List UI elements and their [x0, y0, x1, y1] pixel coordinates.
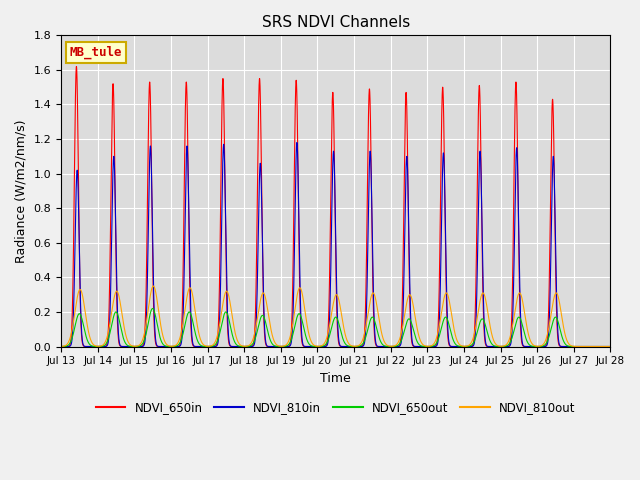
NDVI_650out — [550, 316, 557, 322]
NDVI_810in — [304, 344, 312, 349]
NDVI_650in — [550, 135, 557, 141]
X-axis label: Time: Time — [321, 372, 351, 385]
NDVI_810out — [150, 283, 157, 289]
NDVI_810in — [599, 344, 607, 349]
NDVI_810out — [550, 296, 557, 302]
Text: MB_tule: MB_tule — [69, 46, 122, 59]
NDVI_810in — [534, 344, 542, 349]
NDVI_650in — [605, 344, 613, 349]
Line: NDVI_810in: NDVI_810in — [61, 143, 611, 347]
Line: NDVI_810out: NDVI_810out — [61, 286, 611, 347]
NDVI_810out — [605, 344, 613, 349]
NDVI_650in — [607, 344, 614, 349]
NDVI_650out — [57, 344, 65, 349]
NDVI_650out — [148, 306, 156, 312]
NDVI_650out — [408, 321, 415, 326]
NDVI_650out — [605, 344, 613, 349]
NDVI_810in — [605, 344, 613, 349]
NDVI_810out — [607, 344, 614, 349]
NDVI_810in — [607, 344, 614, 349]
NDVI_650in — [72, 63, 80, 69]
NDVI_650in — [534, 344, 542, 349]
Title: SRS NDVI Channels: SRS NDVI Channels — [262, 15, 410, 30]
NDVI_810in — [550, 158, 557, 164]
Line: NDVI_650out: NDVI_650out — [61, 309, 611, 347]
NDVI_650in — [599, 344, 607, 349]
NDVI_650in — [57, 344, 65, 349]
NDVI_810out — [304, 327, 312, 333]
Line: NDVI_650in: NDVI_650in — [61, 66, 611, 347]
NDVI_810in — [408, 334, 415, 339]
NDVI_810out — [599, 344, 607, 349]
NDVI_650in — [304, 344, 312, 349]
NDVI_810out — [408, 295, 415, 301]
NDVI_650out — [304, 339, 312, 345]
NDVI_810in — [293, 140, 301, 145]
NDVI_810in — [57, 344, 65, 349]
NDVI_650out — [534, 344, 542, 349]
Y-axis label: Radiance (W/m2/nm/s): Radiance (W/m2/nm/s) — [15, 119, 28, 263]
NDVI_810out — [534, 343, 542, 349]
NDVI_650out — [599, 344, 607, 349]
NDVI_650in — [408, 338, 415, 344]
NDVI_650out — [607, 344, 614, 349]
Legend: NDVI_650in, NDVI_810in, NDVI_650out, NDVI_810out: NDVI_650in, NDVI_810in, NDVI_650out, NDV… — [91, 396, 580, 419]
NDVI_810out — [57, 344, 65, 349]
